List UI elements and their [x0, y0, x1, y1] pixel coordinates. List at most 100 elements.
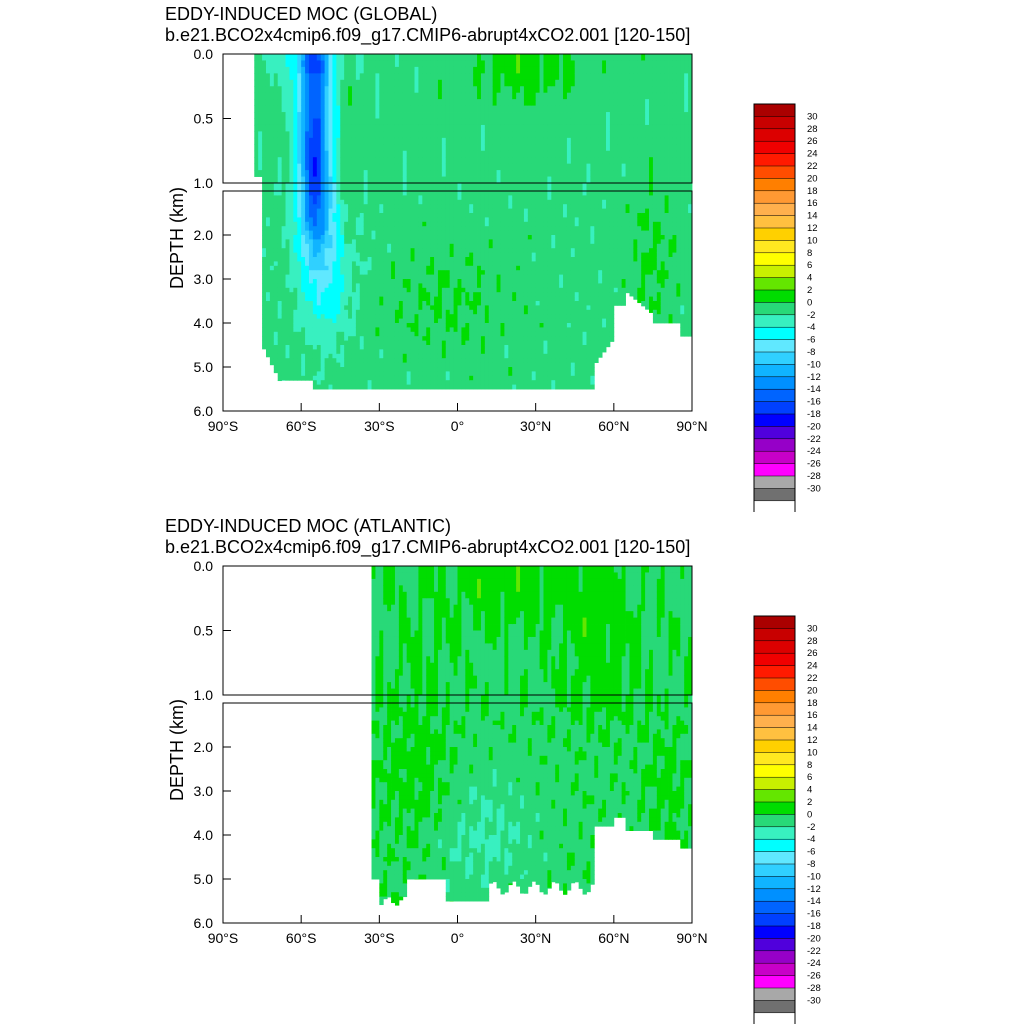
heatmap-cell — [527, 336, 533, 341]
heatmap-cell — [516, 112, 521, 119]
heatmap-cell — [332, 287, 337, 293]
heatmap-cell — [434, 318, 439, 324]
heatmap-cell — [500, 318, 505, 324]
heatmap-cell — [379, 261, 384, 267]
heatmap-cell — [351, 54, 357, 61]
heatmap-cell — [281, 79, 286, 87]
heatmap-cell — [469, 118, 474, 126]
heatmap-cell — [301, 349, 306, 355]
heatmap-cell — [484, 309, 490, 315]
heatmap-cell — [320, 60, 326, 68]
heatmap-cell — [555, 157, 560, 165]
heatmap-cell — [523, 66, 529, 74]
heatmap-cell — [351, 305, 357, 311]
heatmap-cell — [355, 349, 361, 355]
heatmap-cell — [473, 226, 478, 231]
heatmap-cell — [449, 239, 454, 245]
heatmap-cell — [351, 60, 357, 68]
heatmap-cell — [289, 353, 294, 359]
heatmap-cell — [394, 314, 400, 319]
heatmap-cell — [492, 235, 497, 240]
heatmap-cell — [547, 204, 552, 209]
heatmap-cell — [387, 157, 392, 165]
heatmap-cell — [520, 340, 525, 346]
heatmap-cell — [363, 137, 369, 145]
heatmap-cell — [367, 380, 372, 385]
heatmap-cell — [344, 292, 349, 297]
heatmap-cell — [422, 353, 427, 359]
heatmap-cell — [297, 345, 302, 350]
heatmap-cell — [418, 170, 423, 177]
heatmap-cell — [363, 199, 369, 205]
heatmap-cell — [297, 257, 302, 262]
heatmap-cell — [265, 144, 271, 152]
heatmap-cell — [410, 257, 415, 262]
heatmap-cell — [512, 279, 517, 284]
heatmap-cell — [555, 208, 560, 214]
heatmap-cell — [265, 265, 271, 271]
heatmap-cell — [293, 86, 298, 94]
heatmap-cell — [422, 170, 427, 177]
heatmap-cell — [543, 66, 548, 74]
heatmap-cell — [469, 170, 474, 177]
heatmap-cell — [410, 99, 415, 106]
heatmap-cell — [555, 261, 560, 267]
heatmap-cell — [504, 157, 509, 165]
heatmap-cell — [492, 248, 497, 253]
heatmap-cell — [473, 243, 478, 249]
heatmap-cell — [453, 257, 458, 262]
heatmap-cell — [285, 358, 290, 363]
heatmap-cell — [285, 283, 290, 289]
heatmap-cell — [535, 176, 540, 184]
heatmap-cell — [277, 230, 283, 236]
heatmap-cell — [289, 327, 294, 333]
heatmap-cell — [348, 380, 353, 385]
heatmap-cell — [523, 261, 529, 267]
heatmap-cell — [539, 305, 544, 311]
heatmap-cell — [516, 287, 521, 293]
heatmap-cell — [512, 118, 517, 126]
heatmap-cell — [355, 73, 361, 81]
heatmap-cell — [531, 248, 537, 253]
heatmap-cell — [387, 371, 392, 377]
heatmap-cell — [520, 144, 525, 152]
heatmap-cell — [320, 252, 326, 258]
heatmap-cell — [426, 137, 431, 145]
heatmap-cell — [434, 195, 439, 201]
heatmap-cell — [305, 195, 310, 201]
heatmap-cell — [371, 309, 376, 315]
heatmap-cell — [371, 144, 376, 152]
heatmap-cell — [492, 92, 497, 100]
heatmap-cell — [480, 318, 486, 324]
heatmap-cell — [496, 131, 501, 139]
heatmap-cell — [305, 176, 310, 184]
heatmap-cell — [449, 92, 454, 100]
heatmap-cell — [316, 99, 322, 106]
heatmap-cell — [473, 353, 478, 359]
heatmap-cell — [457, 86, 462, 94]
heatmap-cell — [269, 301, 275, 306]
heatmap-cell — [293, 144, 298, 152]
heatmap-cell — [305, 353, 310, 359]
heatmap-cell — [457, 144, 462, 152]
heatmap-cell — [340, 124, 345, 132]
heatmap-cell — [324, 243, 329, 249]
heatmap-cell — [305, 99, 310, 106]
heatmap-cell — [426, 283, 431, 289]
heatmap-cell — [344, 79, 349, 87]
heatmap-cell — [477, 349, 482, 355]
heatmap-cell — [445, 283, 451, 289]
heatmap-cell — [262, 66, 267, 74]
heatmap-cell — [308, 265, 314, 271]
heatmap-cell — [422, 137, 427, 145]
heatmap-cell — [445, 86, 451, 94]
heatmap-cell — [379, 124, 384, 132]
heatmap-cell — [461, 79, 466, 87]
heatmap-cell — [289, 73, 294, 81]
heatmap-cell — [504, 305, 509, 311]
heatmap-cell — [324, 208, 329, 214]
heatmap-cell — [523, 309, 529, 315]
heatmap-cell — [520, 112, 525, 119]
heatmap-cell — [391, 296, 396, 302]
heatmap-cell — [523, 274, 529, 280]
